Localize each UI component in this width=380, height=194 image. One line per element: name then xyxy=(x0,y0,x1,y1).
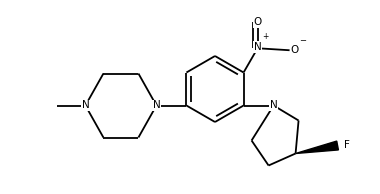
Text: N: N xyxy=(270,100,277,111)
Text: N: N xyxy=(254,42,261,52)
Text: +: + xyxy=(262,32,268,41)
Text: F: F xyxy=(344,140,350,151)
Polygon shape xyxy=(296,141,339,153)
Text: O: O xyxy=(253,17,262,27)
Text: N: N xyxy=(82,100,89,111)
Text: −: − xyxy=(299,36,307,45)
Text: N: N xyxy=(152,100,160,111)
Text: O: O xyxy=(291,45,299,55)
